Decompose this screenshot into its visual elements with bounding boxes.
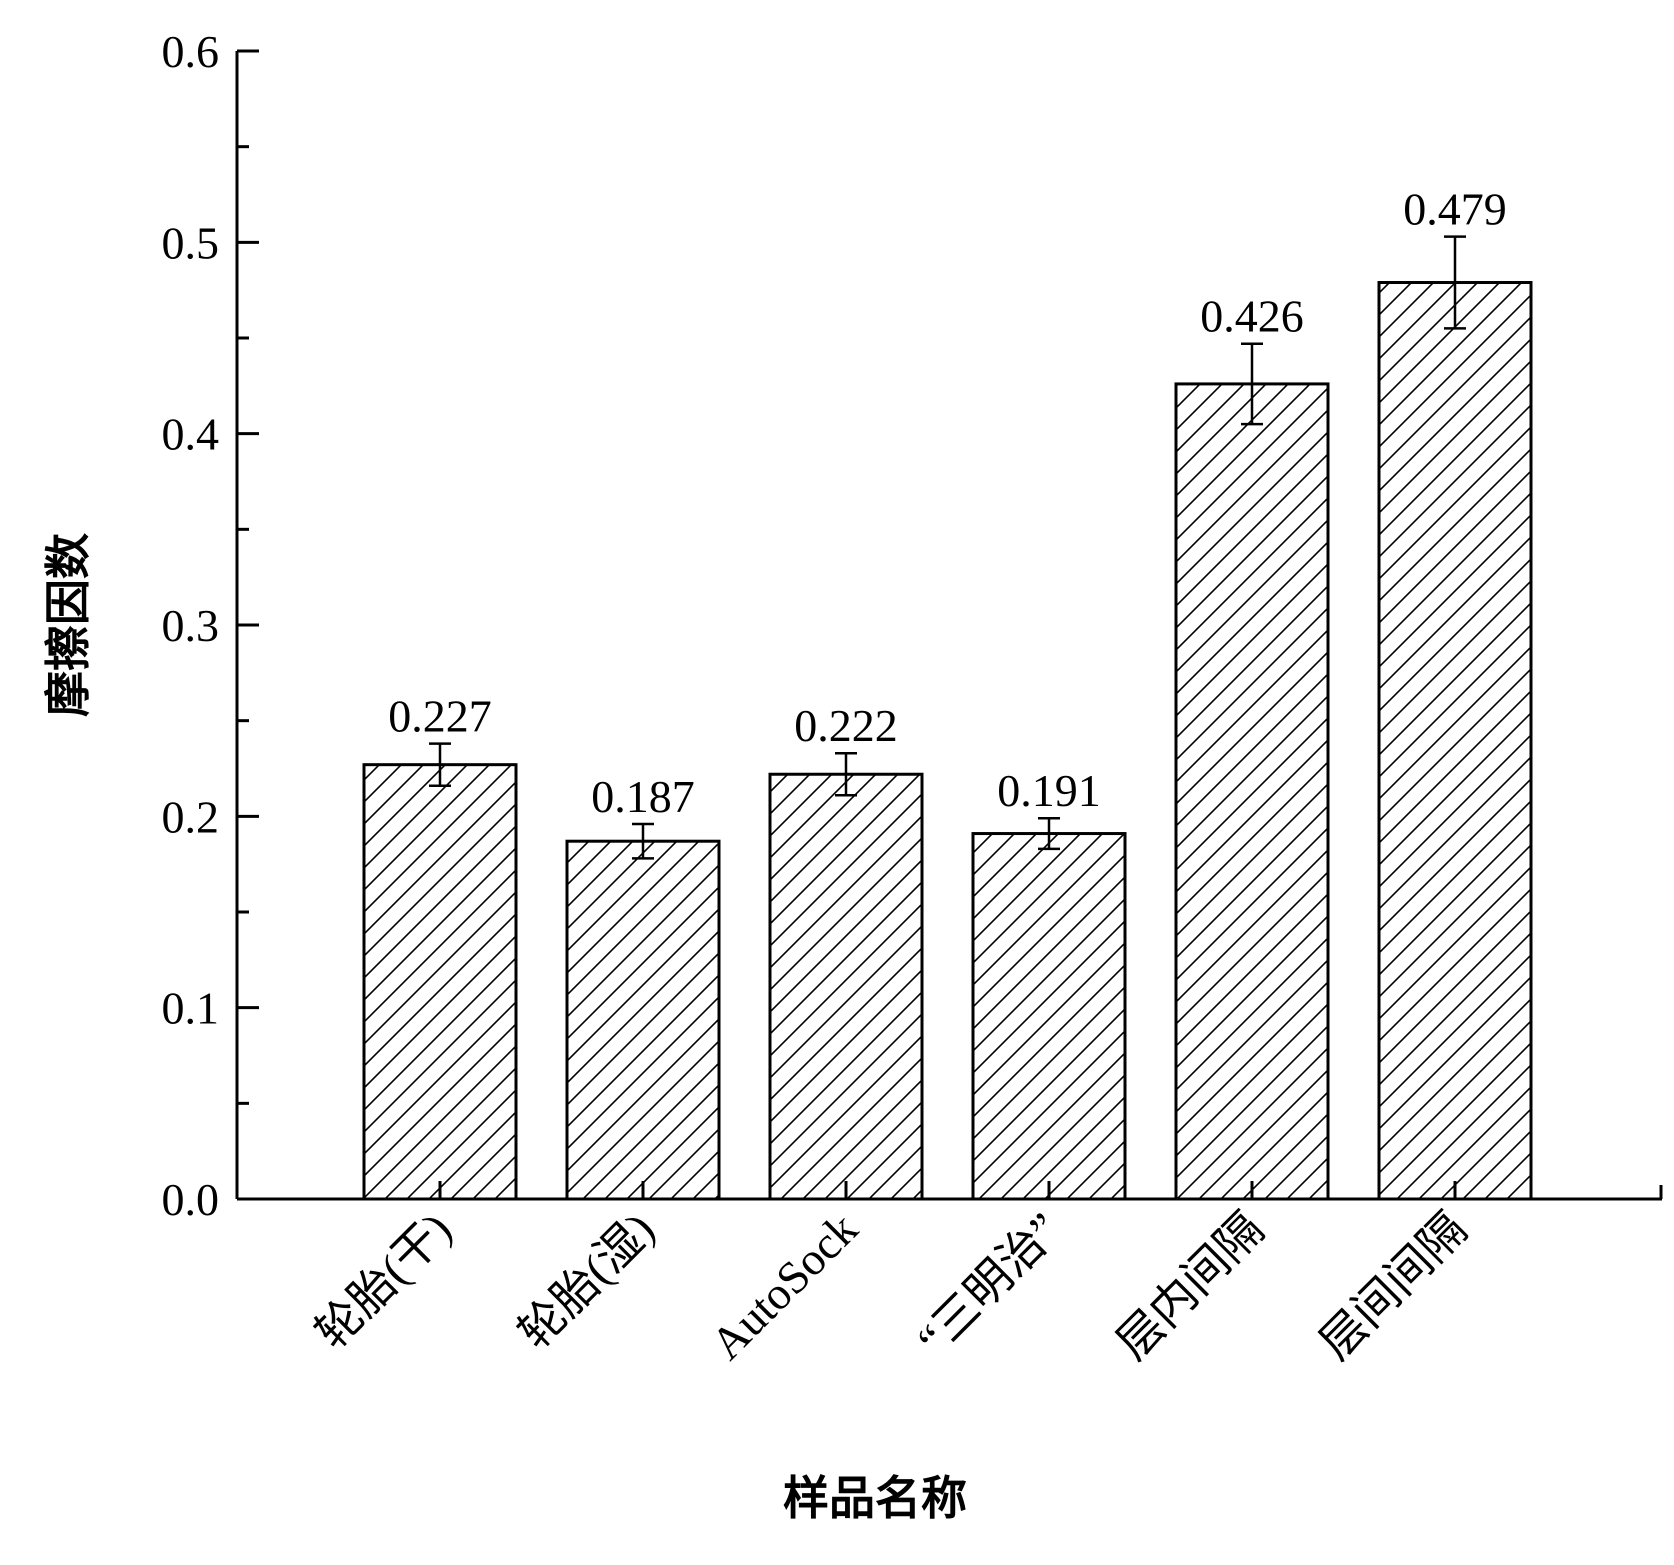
error-bars-layer	[429, 235, 1466, 860]
bars-layer	[362, 281, 1533, 1201]
category-label: AutoSock	[701, 1203, 867, 1369]
y-tick-label: 0.6	[162, 26, 220, 77]
value-label: 0.187	[591, 771, 695, 822]
value-label: 0.227	[388, 691, 492, 742]
y-tick-label: 0.3	[162, 600, 220, 651]
y-tick-label: 0.1	[162, 983, 220, 1034]
value-label: 0.222	[794, 700, 898, 751]
y-tick-label: 0.0	[162, 1174, 220, 1225]
bar	[971, 832, 1127, 1201]
category-labels-layer: 轮胎(干) 轮胎(湿) AutoSock “三明治” 层内间隔 层间间隔	[306, 1203, 1476, 1369]
category-label: 轮胎(干)	[306, 1203, 461, 1358]
value-label: 0.426	[1200, 291, 1304, 342]
bar	[362, 763, 518, 1201]
category-label: 层内间隔	[1107, 1203, 1273, 1369]
bar	[565, 839, 721, 1201]
category-label: 轮胎(湿)	[509, 1203, 664, 1358]
y-ticks-layer: 0.0 0.1 0.2 0.3 0.4 0.5 0.6	[162, 26, 259, 1225]
bar	[1377, 281, 1533, 1201]
category-label: “三明治”	[908, 1203, 1071, 1366]
value-label: 0.479	[1403, 184, 1507, 235]
bar	[1174, 382, 1330, 1201]
value-label: 0.191	[997, 765, 1101, 816]
y-tick-label: 0.4	[162, 409, 220, 460]
y-tick-label: 0.2	[162, 791, 220, 842]
value-labels-layer: 0.227 0.187 0.222 0.191 0.426 0.479	[388, 184, 1507, 822]
x-axis-title: 样品名称	[783, 1471, 967, 1525]
y-axis-title: 摩擦因数	[41, 533, 95, 717]
y-tick-label: 0.5	[162, 217, 220, 268]
bar	[768, 772, 924, 1201]
category-label: 层间间隔	[1310, 1203, 1476, 1369]
